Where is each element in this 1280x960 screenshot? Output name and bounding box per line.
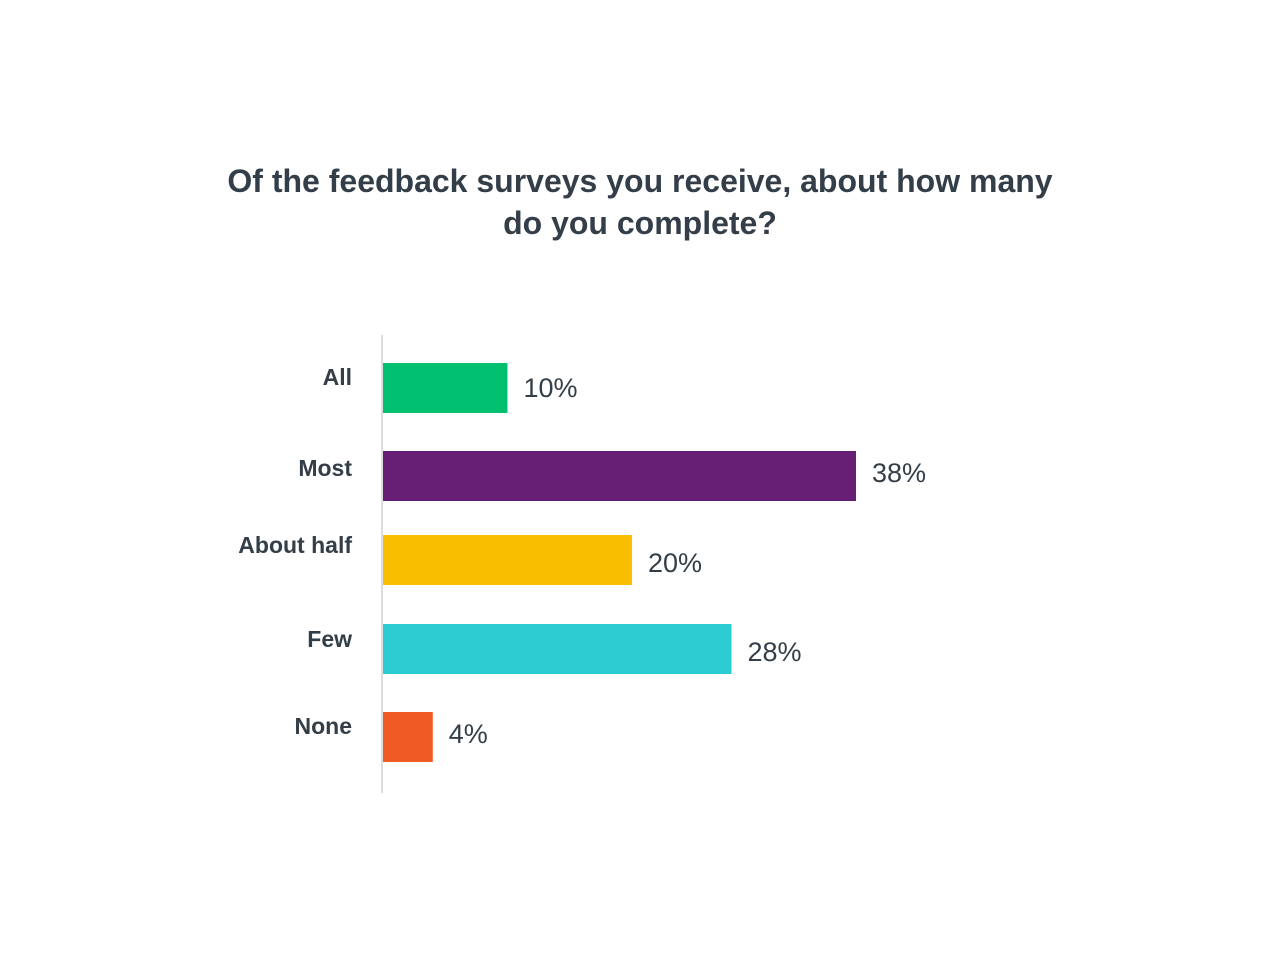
chart-title: Of the feedback surveys you receive, abo… [140, 160, 1140, 244]
bars-layer: All 10% Most 38% About half 20% Few 28% None 4% [238, 363, 926, 762]
value-label: 28% [748, 637, 802, 667]
bar-most [383, 451, 856, 501]
category-label: None [295, 713, 353, 739]
category-label: Most [298, 455, 352, 481]
category-label: All [323, 364, 352, 390]
value-label: 4% [449, 719, 488, 749]
category-label: About half [238, 532, 352, 558]
value-label: 38% [872, 458, 926, 488]
bar-none [383, 712, 433, 762]
chart-title-line-2: do you complete? [503, 205, 777, 241]
bar-all [383, 363, 508, 413]
bar-about-half [383, 535, 632, 585]
chart-title-line-1: Of the feedback surveys you receive, abo… [227, 163, 1053, 199]
category-label: Few [307, 626, 352, 652]
value-label: 20% [648, 548, 702, 578]
value-label: 10% [523, 373, 577, 403]
bar-few [383, 624, 732, 674]
